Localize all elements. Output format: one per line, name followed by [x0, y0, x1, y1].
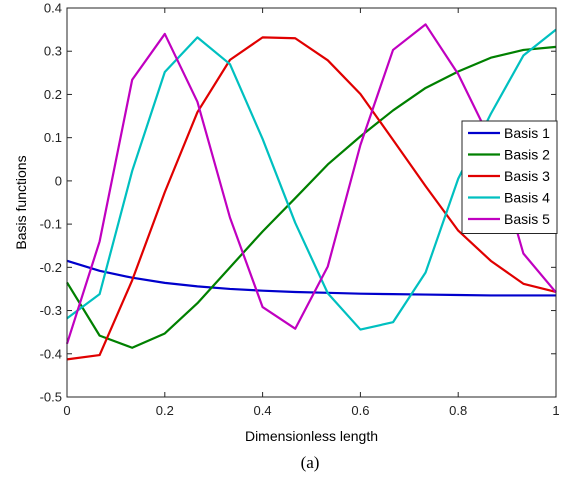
- x-tick-label: 0.2: [156, 403, 174, 418]
- y-tick-label: 0.4: [44, 1, 62, 16]
- legend-label-basis-3: Basis 3: [504, 168, 550, 184]
- legend-label-basis-1: Basis 1: [504, 125, 550, 141]
- series-line-basis-1: [66, 259, 556, 297]
- x-axis-title: Dimensionless length: [245, 428, 378, 444]
- y-tick-label: -0.2: [40, 260, 62, 275]
- y-tick-label: 0.3: [44, 44, 62, 59]
- x-tick-label: 0.4: [254, 403, 272, 418]
- y-tick-label: -0.1: [40, 217, 62, 232]
- y-tick-label: -0.3: [40, 303, 62, 318]
- ticks-layer: 0 0.2 0.4 0.6 0.8 1 -0.5 -0.4 -0.3 -0.2 -0.1 0 0.1 0.…: [40, 1, 560, 419]
- series-line-basis-2: [66, 45, 557, 349]
- y-tick-label: 0.1: [44, 130, 62, 145]
- figure-caption: (a): [300, 453, 320, 472]
- x-tick-label: 0: [63, 403, 70, 418]
- y-tick-label: -0.5: [40, 390, 62, 405]
- x-tick-label: 0.6: [351, 403, 369, 418]
- legend-box: [461, 120, 558, 234]
- legend-label-basis-4: Basis 4: [504, 190, 550, 206]
- series-layer: [65, 23, 557, 361]
- legend: Basis 1 Basis 2 Basis 3 Basis 4 Basis 5: [461, 120, 558, 234]
- y-axis-title: Basis functions: [13, 155, 29, 249]
- series-line-basis-3: [66, 36, 557, 361]
- series-line-basis-5: [65, 23, 557, 345]
- y-tick-label: -0.4: [40, 346, 62, 361]
- legend-label-basis-5: Basis 5: [504, 211, 550, 227]
- y-tick-label: 0: [55, 173, 62, 188]
- legend-label-basis-2: Basis 2: [504, 147, 550, 163]
- x-tick-label: 1: [552, 403, 559, 418]
- x-tick-label: 0.8: [449, 403, 467, 418]
- y-tick-label: 0.2: [44, 87, 62, 102]
